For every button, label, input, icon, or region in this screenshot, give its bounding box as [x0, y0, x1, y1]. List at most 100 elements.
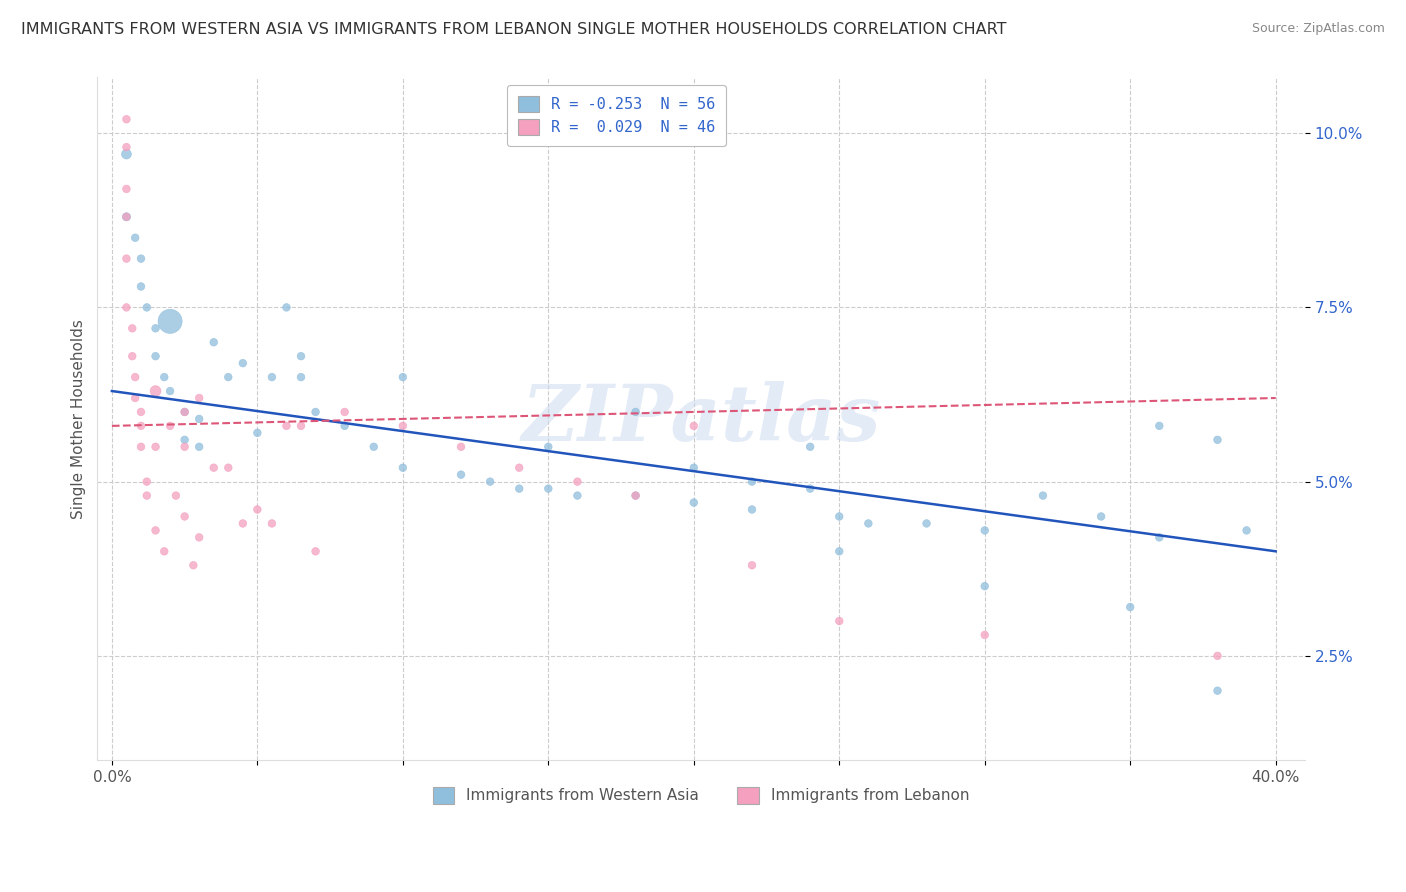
Point [276, 418, 298, 433]
Point [124, 231, 146, 245]
Point [276, 301, 298, 315]
Point [290, 349, 312, 363]
Point [304, 544, 326, 558]
Point [450, 440, 472, 454]
Point [145, 440, 167, 454]
Text: IMMIGRANTS FROM WESTERN ASIA VS IMMIGRANTS FROM LEBANON SINGLE MOTHER HOUSEHOLDS: IMMIGRANTS FROM WESTERN ASIA VS IMMIGRAN… [21, 22, 1007, 37]
Point [115, 210, 138, 224]
Point [246, 502, 269, 516]
Point [1090, 509, 1112, 524]
Point [304, 405, 326, 419]
Point [115, 252, 138, 266]
Point [1206, 433, 1229, 447]
Point [115, 112, 138, 127]
Point [828, 614, 851, 628]
Point [159, 314, 181, 328]
Point [392, 418, 415, 433]
Point [1149, 418, 1171, 433]
Point [828, 509, 851, 524]
Point [1119, 600, 1142, 615]
Point [915, 516, 938, 531]
Point [173, 509, 195, 524]
Point [153, 544, 176, 558]
Point [135, 475, 157, 489]
Point [121, 349, 143, 363]
Point [828, 544, 851, 558]
Point [479, 475, 502, 489]
Point [173, 405, 195, 419]
Point [129, 418, 152, 433]
Point [159, 418, 181, 433]
Point [246, 425, 269, 440]
Point [1032, 489, 1054, 503]
Point [115, 210, 138, 224]
Point [1236, 524, 1258, 538]
Point [232, 356, 254, 370]
Point [232, 516, 254, 531]
Point [145, 524, 167, 538]
Point [165, 489, 187, 503]
Point [121, 321, 143, 335]
Point [153, 370, 176, 384]
Point [1206, 683, 1229, 698]
Point [188, 391, 211, 405]
Y-axis label: Single Mother Households: Single Mother Households [72, 319, 86, 519]
Point [333, 418, 356, 433]
Point [567, 475, 589, 489]
Point [333, 405, 356, 419]
Point [508, 482, 530, 496]
Point [741, 502, 763, 516]
Point [392, 370, 415, 384]
Point [682, 495, 704, 509]
Point [1206, 648, 1229, 663]
Point [129, 440, 152, 454]
Point [624, 489, 647, 503]
Point [135, 301, 157, 315]
Point [173, 405, 195, 419]
Point [799, 440, 821, 454]
Point [363, 440, 385, 454]
Point [260, 370, 283, 384]
Point [115, 147, 138, 161]
Point [183, 558, 205, 573]
Point [973, 628, 995, 642]
Point [682, 418, 704, 433]
Point [115, 301, 138, 315]
Point [188, 530, 211, 544]
Text: Source: ZipAtlas.com: Source: ZipAtlas.com [1251, 22, 1385, 36]
Point [537, 440, 560, 454]
Point [202, 460, 225, 475]
Point [145, 384, 167, 398]
Point [145, 349, 167, 363]
Point [115, 140, 138, 154]
Point [159, 384, 181, 398]
Point [135, 489, 157, 503]
Point [973, 579, 995, 593]
Point [290, 418, 312, 433]
Point [124, 370, 146, 384]
Point [188, 440, 211, 454]
Point [129, 252, 152, 266]
Point [624, 489, 647, 503]
Point [392, 460, 415, 475]
Point [202, 335, 225, 350]
Point [799, 482, 821, 496]
Point [129, 405, 152, 419]
Point [1149, 530, 1171, 544]
Point [260, 516, 283, 531]
Point [537, 482, 560, 496]
Point [741, 558, 763, 573]
Point [188, 412, 211, 426]
Point [217, 460, 239, 475]
Legend: Immigrants from Western Asia, Immigrants from Lebanon: Immigrants from Western Asia, Immigrants… [422, 776, 980, 814]
Point [858, 516, 880, 531]
Point [173, 433, 195, 447]
Point [973, 524, 995, 538]
Point [124, 391, 146, 405]
Point [290, 370, 312, 384]
Point [741, 475, 763, 489]
Point [682, 460, 704, 475]
Point [217, 370, 239, 384]
Point [567, 489, 589, 503]
Point [173, 440, 195, 454]
